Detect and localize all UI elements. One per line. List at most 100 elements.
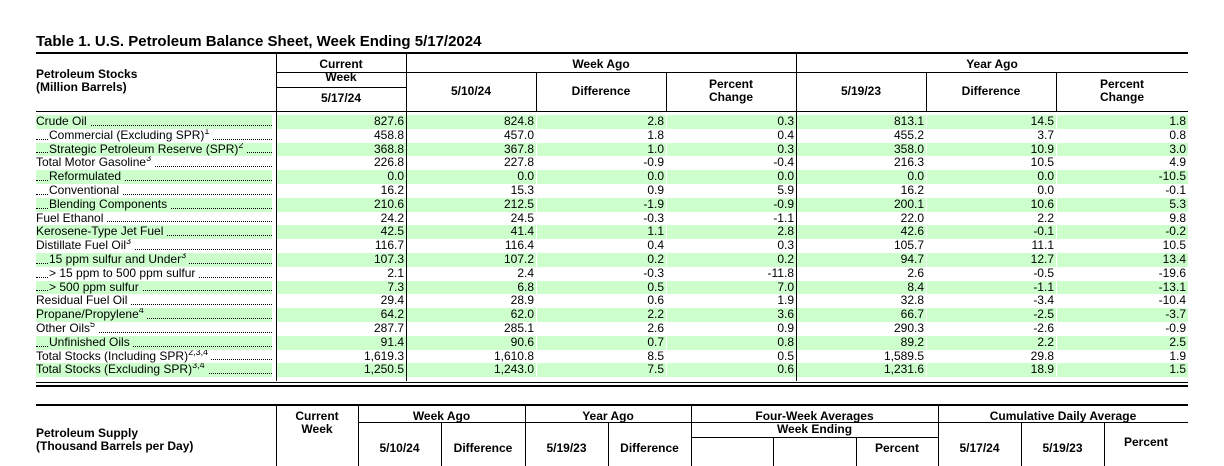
leader-dots	[36, 331, 272, 333]
table-top-rule	[36, 52, 1188, 54]
current-week-cell: 29.4	[380, 293, 404, 308]
column-divider	[276, 54, 277, 381]
percent-line-2: Change	[708, 90, 753, 104]
row-label-name: Reformulated	[49, 170, 122, 184]
week-ago-difference-cell: 2.2	[537, 307, 666, 322]
table-row: Kerosene-Type Jet Fuel 42.5 41.4 1.1 2.8 42.6…	[36, 225, 1188, 240]
week-ago-percent-change-cell: 0.3	[667, 142, 796, 157]
row-label-name: > 15 ppm to 500 ppm sulfur	[49, 266, 196, 280]
current-week-header: Current Week	[276, 58, 406, 84]
row-label-text: Strategic Petroleum Reserve (SPR)2	[49, 142, 247, 156]
week-ago-percent-change-cell: 3.6	[667, 307, 796, 322]
row-header-line-2: (Million Barrels)	[36, 80, 127, 94]
week-ago-cell: 367.8	[407, 142, 536, 157]
year-ago-percent-change-cell: 13.4	[1057, 252, 1188, 267]
row-label: Blending Components	[36, 197, 272, 212]
week-ago-difference-cell: 0.0	[537, 169, 666, 184]
column-divider	[536, 72, 537, 111]
current-week-cell: 827.6	[277, 114, 406, 129]
year-ago-difference-cell: 14.5	[927, 114, 1056, 129]
row-label-name: Fuel Ethanol	[36, 211, 104, 225]
current-week-cell: 226.8	[373, 155, 404, 170]
year-ago-cell: 216.3	[893, 155, 924, 170]
current-week-cell: 1,619.3	[363, 348, 404, 363]
week-ago-percent-change-cell: 2.8	[667, 225, 796, 240]
petroleum-stocks-table: Petroleum Stocks (Million Barrels) Curre…	[36, 52, 1188, 388]
row-label: Crude Oil	[36, 115, 272, 129]
week-ago-percent-change-cell: -1.1	[773, 210, 794, 225]
week-ago-difference-cell: 0.7	[537, 335, 666, 350]
supply-year-ago-date: 5/19/23	[546, 441, 587, 455]
year-ago-percent-change-cell: 0.8	[1169, 127, 1186, 142]
row-label-text: Total Stocks (Including SPR)2,3,4	[36, 349, 212, 363]
table-row: Distillate Fuel Oil3 116.7 116.4 0.4 0.3 105.…	[36, 238, 1188, 253]
week-ago-percent-change-cell: 7.0	[667, 280, 796, 295]
year-ago-difference-cell: 11.1	[1031, 238, 1054, 253]
row-label: > 15 ppm to 500 ppm sulfur	[36, 266, 272, 281]
table-row: Fuel Ethanol 24.2 24.5 -0.3 -1.1 22.0 2.2 9.8	[36, 210, 1188, 226]
row-label-name: Total Stocks (Including SPR)	[36, 349, 189, 363]
year-ago-difference-cell: -0.5	[1033, 265, 1054, 280]
row-label-text: 15 ppm sulfur and Under3	[49, 252, 190, 266]
row-label-name: Crude Oil	[36, 115, 87, 128]
table-row: Blending Components 210.6 212.5 -1.9 -0.9 200…	[36, 197, 1188, 212]
percent-line-1: Percent	[708, 77, 754, 91]
week-ago-percent-change-cell: -0.4	[773, 155, 794, 170]
year-ago-difference-header: Difference	[961, 84, 1021, 98]
row-label-text: Residual Fuel Oil	[36, 294, 131, 308]
leader-dots	[36, 179, 272, 181]
four-week-subrule	[691, 437, 938, 438]
week-ago-difference-cell: 1.0	[537, 142, 666, 157]
row-header-line-1: Petroleum Stocks	[36, 67, 138, 81]
supply-week-ago-header: Week Ago	[412, 409, 471, 423]
supply-row-header-line-1: Petroleum Supply	[36, 426, 139, 440]
row-header: Petroleum Stocks (Million Barrels)	[36, 68, 137, 94]
column-divider	[1104, 422, 1105, 466]
week-ago-percent-change-cell: 0.4	[777, 127, 794, 142]
week-ago-percent-change-cell: 0.9	[777, 320, 794, 335]
week-ago-percent-change-cell: 0.8	[667, 335, 796, 350]
year-ago-cell: 32.8	[900, 293, 924, 308]
current-week-cell: 116.7	[374, 238, 404, 253]
week-ago-difference-cell: 2.8	[537, 114, 666, 129]
column-divider	[1021, 422, 1022, 466]
row-label-text: Reformulated	[49, 170, 125, 184]
week-ago-cell: 24.5	[510, 210, 534, 225]
year-ago-difference-cell: 0.0	[1037, 182, 1054, 197]
year-ago-difference-cell: -2.6	[1033, 320, 1054, 335]
week-ago-cell: 227.8	[503, 155, 534, 170]
week-ago-difference-cell: -0.3	[643, 265, 664, 280]
row-label: Strategic Petroleum Reserve (SPR)2	[36, 142, 272, 157]
supply-week-ago-difference: Difference	[453, 441, 513, 455]
year-ago-cell: 22.0	[900, 210, 924, 225]
week-ago-cell: 6.8	[407, 280, 536, 295]
current-week-line-1: Current	[295, 409, 339, 423]
footnote-marker: 4	[138, 308, 144, 316]
supply-four-week-header: Four-Week Averages Week Ending	[691, 410, 938, 436]
year-ago-percent-change-cell: -19.6	[1158, 265, 1186, 280]
row-label-name: Propane/Propylene	[36, 308, 139, 322]
week-ago-difference-cell: 0.6	[647, 293, 664, 308]
row-label-name: Distillate Fuel Oil	[36, 239, 127, 253]
table-row: Other Oils5 287.7 285.1 2.6 0.9 290.3 -2.6 -0.9	[36, 320, 1188, 336]
column-divider	[1056, 72, 1057, 111]
year-ago-cell: 42.6	[797, 225, 926, 240]
week-ago-difference-header: Difference	[571, 84, 631, 98]
leader-dots	[36, 345, 272, 347]
row-label-name: Conventional	[49, 183, 120, 197]
leader-dots	[36, 304, 272, 306]
footnote-marker: 3	[181, 252, 187, 260]
row-label: Total Stocks (Excluding SPR)3,4	[36, 363, 272, 378]
current-week-cell: 210.6	[277, 197, 406, 212]
leader-dots	[36, 193, 272, 195]
report-page: Table 1. U.S. Petroleum Balance Sheet, W…	[36, 33, 1188, 466]
year-ago-cell: 105.7	[893, 238, 924, 253]
week-ago-percent-change-cell: 5.9	[777, 182, 794, 197]
row-label-name: > 500 ppm sulfur	[49, 280, 139, 294]
year-ago-percent-change-cell: -3.7	[1057, 307, 1188, 322]
column-divider	[773, 437, 774, 466]
week-ago-cell: 107.2	[407, 252, 536, 267]
row-label-name: Other Oils	[36, 321, 91, 335]
row-label-text: Distillate Fuel Oil3	[36, 239, 135, 253]
table-row: > 500 ppm sulfur 7.3 6.8 0.5 7.0 8.4 -1.1 -13.1	[36, 280, 1188, 295]
